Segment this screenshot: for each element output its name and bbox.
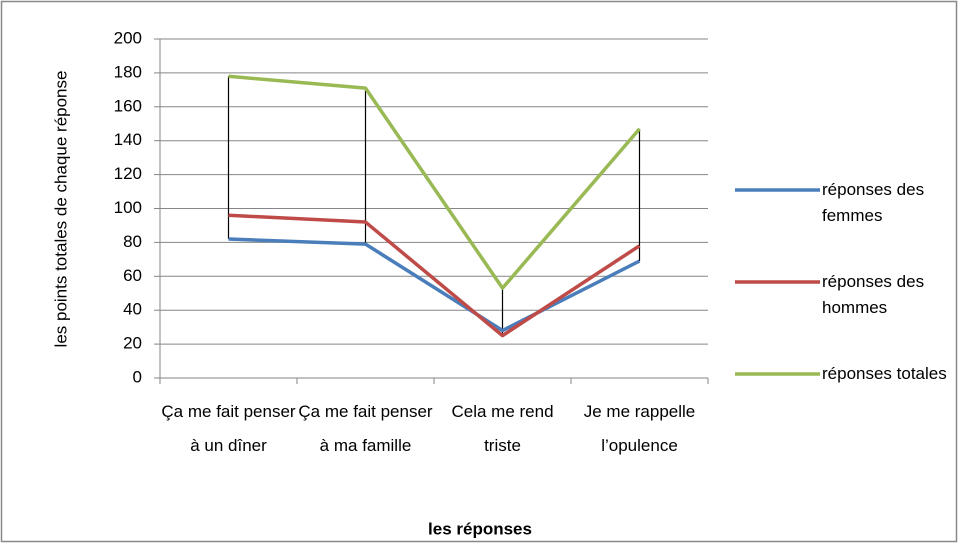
- y-tick-label: 140: [114, 130, 142, 149]
- y-tick-label: 60: [123, 266, 142, 285]
- x-tick-label: Ça me fait penser à un dîner: [161, 402, 296, 455]
- y-tick-label: 200: [114, 28, 142, 47]
- legend-label: réponses totales: [822, 364, 947, 383]
- y-tick-label: 80: [123, 232, 142, 251]
- x-tick-label: Cela me rend triste: [451, 402, 554, 455]
- x-tick-label: Je me rappelle l’opulence: [583, 402, 696, 455]
- y-tick-label: 100: [114, 198, 142, 217]
- series-line: [228, 74, 641, 290]
- y-tick-label: 0: [133, 367, 142, 386]
- y-tick-label: 120: [114, 164, 142, 183]
- legend-label: réponses des hommes: [822, 272, 925, 317]
- x-axis-title: les réponses: [428, 519, 532, 538]
- series-line: [228, 237, 641, 333]
- series-line: [228, 213, 641, 338]
- y-tick-label: 160: [114, 96, 142, 115]
- legend-label: réponses des femmes: [822, 180, 925, 225]
- y-axis-title: les points totales de chaque réponse: [51, 71, 70, 348]
- x-tick-label: Ça me fait penser à ma famille: [298, 402, 433, 455]
- y-tick-label: 20: [123, 334, 142, 353]
- y-tick-label: 40: [123, 300, 142, 319]
- y-tick-label: 180: [114, 62, 142, 81]
